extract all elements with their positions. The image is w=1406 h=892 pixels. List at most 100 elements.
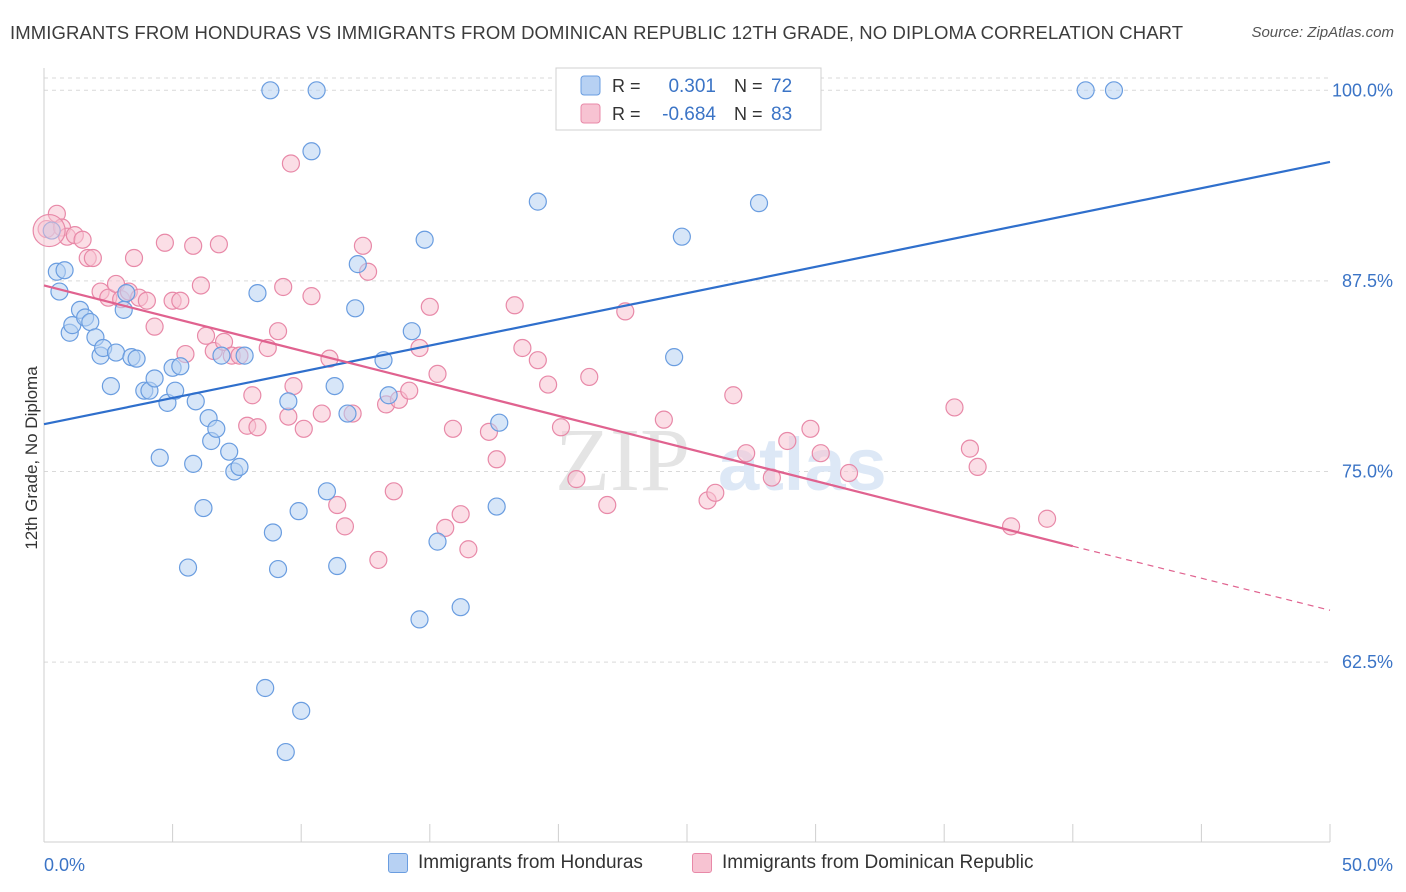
dominican-point bbox=[428, 364, 447, 384]
trend-lines bbox=[43, 160, 1331, 611]
honduras-point bbox=[55, 261, 74, 280]
dominican-point bbox=[443, 419, 463, 438]
legend-swatch-honduras bbox=[580, 75, 601, 96]
legend-item-dominican: Immigrants from Dominican Republic bbox=[692, 852, 1034, 874]
stats-legend: R = 0.301 N = 72 R = -0.684 N = 83 bbox=[555, 67, 822, 131]
dominican-point bbox=[353, 236, 373, 255]
legend-item-honduras: Immigrants from Honduras bbox=[388, 852, 643, 874]
legend-r-label-honduras: R = bbox=[612, 76, 641, 96]
dominican-point bbox=[124, 248, 144, 268]
dominican-point bbox=[436, 518, 455, 538]
trend-line-dominican bbox=[43, 284, 1074, 548]
dominican-point bbox=[184, 236, 203, 255]
y-tick-label: 62.5% bbox=[1342, 652, 1393, 672]
honduras-point bbox=[248, 283, 267, 303]
gridlines bbox=[44, 77, 1330, 663]
honduras-point bbox=[410, 610, 429, 629]
x-tick-label-min: 0.0% bbox=[44, 855, 85, 875]
dominican-point bbox=[839, 463, 859, 483]
honduras-point bbox=[81, 312, 100, 332]
honduras-point bbox=[292, 701, 311, 720]
legend-label-dominican: Immigrants from Dominican Republic bbox=[722, 852, 1034, 873]
dominican-point bbox=[268, 322, 288, 341]
legend-r-value-honduras: 0.301 bbox=[668, 76, 716, 97]
legend-swatch-dominican bbox=[580, 103, 601, 124]
legend-n-value-honduras: 72 bbox=[771, 76, 792, 97]
dominican-point bbox=[778, 431, 797, 451]
dominican-point bbox=[284, 376, 303, 396]
honduras-point bbox=[317, 482, 337, 501]
honduras-point bbox=[415, 230, 434, 249]
dominican-point bbox=[724, 386, 743, 405]
honduras-point bbox=[302, 142, 321, 161]
honduras-point bbox=[268, 559, 288, 579]
dominican-point bbox=[539, 375, 558, 394]
series-legend: Immigrants from Honduras Immigrants from… bbox=[0, 850, 1406, 880]
honduras-point bbox=[101, 376, 120, 396]
y-tick-label: 87.5% bbox=[1342, 271, 1393, 291]
dominican-point bbox=[171, 291, 190, 310]
honduras-point bbox=[749, 194, 769, 213]
dominican-point bbox=[335, 517, 355, 536]
honduras-point bbox=[171, 357, 190, 376]
dominican-point bbox=[137, 291, 156, 310]
dominican-point bbox=[243, 386, 262, 405]
honduras-point bbox=[276, 742, 295, 762]
honduras-point bbox=[1104, 81, 1124, 100]
dominican-point bbox=[654, 410, 673, 429]
honduras-point bbox=[490, 413, 509, 432]
dominican-point bbox=[811, 444, 830, 463]
honduras-point bbox=[145, 369, 164, 388]
honduras-point bbox=[307, 81, 326, 100]
honduras-point bbox=[487, 497, 506, 516]
legend-n-value-dominican: 83 bbox=[771, 104, 792, 125]
dominican-point bbox=[567, 470, 586, 489]
dominican-point bbox=[968, 457, 987, 477]
honduras-point bbox=[256, 678, 275, 698]
trend-line-honduras bbox=[43, 160, 1331, 426]
honduras-point bbox=[665, 348, 684, 367]
honduras-point bbox=[428, 532, 447, 551]
series-honduras-points bbox=[32, 81, 1124, 762]
dominican-point bbox=[196, 326, 216, 345]
dominican-point bbox=[737, 444, 756, 463]
dominican-point bbox=[145, 317, 164, 336]
honduras-point bbox=[325, 376, 344, 396]
honduras-point bbox=[338, 404, 357, 423]
legend-r-value-dominican: -0.684 bbox=[662, 104, 716, 125]
honduras-point bbox=[402, 322, 421, 341]
dominican-point bbox=[274, 277, 293, 297]
honduras-point bbox=[220, 442, 239, 461]
dominican-point bbox=[420, 297, 439, 316]
honduras-point bbox=[178, 558, 198, 577]
dominican-point bbox=[580, 367, 599, 387]
dominican-point bbox=[451, 505, 470, 524]
legend-swatch-honduras-bottom bbox=[388, 853, 408, 873]
dominican-point bbox=[191, 276, 210, 295]
honduras-point bbox=[672, 227, 691, 246]
dominican-point bbox=[528, 351, 547, 370]
dominican-point bbox=[155, 233, 174, 252]
dominican-point bbox=[945, 398, 964, 417]
honduras-point bbox=[261, 81, 280, 100]
y-tick-labels: 62.5% 75.0% 87.5% 100.0% bbox=[1332, 80, 1393, 672]
dominican-point bbox=[328, 495, 347, 515]
dominican-point bbox=[302, 287, 321, 306]
honduras-point bbox=[528, 192, 547, 211]
honduras-point bbox=[212, 346, 231, 365]
y-axis-label: 12th Grade, No Diploma bbox=[22, 366, 41, 550]
honduras-point bbox=[166, 381, 185, 400]
honduras-point bbox=[348, 255, 367, 274]
dominican-point bbox=[487, 450, 506, 469]
dominican-point bbox=[505, 296, 524, 315]
chart-title: IMMIGRANTS FROM HONDURAS VS IMMIGRANTS F… bbox=[10, 22, 1184, 43]
dominican-point bbox=[459, 540, 478, 559]
dominican-point bbox=[551, 418, 571, 437]
dominican-point bbox=[73, 230, 92, 249]
x-tick-label-max: 50.0% bbox=[1342, 855, 1393, 875]
honduras-point bbox=[194, 498, 213, 518]
dominican-point bbox=[1037, 509, 1057, 528]
series-dominican-points bbox=[37, 154, 1057, 570]
legend-n-label-honduras: N = bbox=[734, 76, 763, 96]
